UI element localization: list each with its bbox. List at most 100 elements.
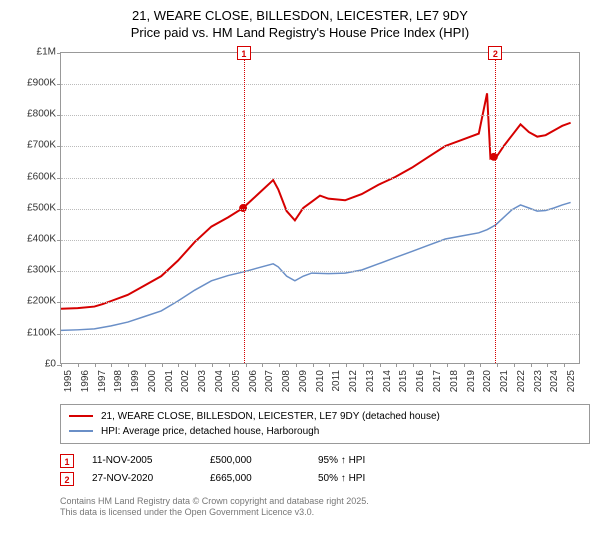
line-series-svg (61, 53, 579, 363)
gridline (61, 115, 579, 116)
gridline (61, 271, 579, 272)
x-axis-label: 2005 (231, 370, 242, 392)
x-axis-label: 2024 (549, 370, 560, 392)
y-axis-label: £700K (10, 140, 56, 151)
x-axis-label: 2025 (566, 370, 577, 392)
legend-item: 21, WEARE CLOSE, BILLESDON, LEICESTER, L… (69, 409, 581, 424)
x-tick (346, 363, 347, 367)
x-tick (78, 363, 79, 367)
x-tick (380, 363, 381, 367)
y-tick (57, 209, 61, 210)
x-tick (497, 363, 498, 367)
x-axis-label: 2019 (466, 370, 477, 392)
transaction-pct: 95% ↑ HPI (318, 455, 408, 466)
sale-marker-dot (490, 153, 498, 161)
x-tick (447, 363, 448, 367)
x-tick (61, 363, 62, 367)
y-tick (57, 53, 61, 54)
transaction-table: 111-NOV-2005£500,00095% ↑ HPI227-NOV-202… (60, 452, 590, 488)
title-line-1: 21, WEARE CLOSE, BILLESDON, LEICESTER, L… (132, 8, 468, 23)
transaction-marker: 2 (60, 472, 74, 486)
y-axis-label: £400K (10, 233, 56, 244)
plot-area: 12 (60, 52, 580, 364)
x-axis-label: 2008 (281, 370, 292, 392)
x-tick (162, 363, 163, 367)
x-tick (464, 363, 465, 367)
x-axis-label: 2001 (164, 370, 175, 392)
x-tick (480, 363, 481, 367)
x-axis-label: 1999 (130, 370, 141, 392)
transaction-price: £500,000 (210, 455, 300, 466)
y-tick (57, 334, 61, 335)
x-axis-label: 2015 (398, 370, 409, 392)
gridline (61, 302, 579, 303)
x-axis-label: 2016 (415, 370, 426, 392)
title-line-2: Price paid vs. HM Land Registry's House … (131, 25, 469, 40)
x-tick (128, 363, 129, 367)
series-line (61, 202, 571, 330)
x-tick (229, 363, 230, 367)
legend-item: HPI: Average price, detached house, Harb… (69, 424, 581, 439)
x-tick (413, 363, 414, 367)
y-tick (57, 84, 61, 85)
x-tick (212, 363, 213, 367)
x-tick (547, 363, 548, 367)
x-tick (564, 363, 565, 367)
chart-title: 21, WEARE CLOSE, BILLESDON, LEICESTER, L… (10, 8, 590, 42)
transaction-pct: 50% ↑ HPI (318, 473, 408, 484)
x-tick (329, 363, 330, 367)
legend-label: 21, WEARE CLOSE, BILLESDON, LEICESTER, L… (101, 411, 440, 422)
gridline (61, 178, 579, 179)
x-axis-label: 2013 (365, 370, 376, 392)
x-axis-label: 2023 (533, 370, 544, 392)
x-axis-label: 2007 (264, 370, 275, 392)
x-axis-label: 2014 (382, 370, 393, 392)
x-axis-label: 2002 (180, 370, 191, 392)
y-axis-label: £800K (10, 109, 56, 120)
y-axis-label: £1M (10, 46, 56, 57)
x-axis-label: 1998 (113, 370, 124, 392)
x-tick (262, 363, 263, 367)
x-axis-label: 2010 (315, 370, 326, 392)
x-axis-label: 2020 (482, 370, 493, 392)
x-tick (296, 363, 297, 367)
legend-swatch (69, 415, 93, 417)
series-line (61, 93, 571, 308)
sale-marker-box: 1 (237, 46, 251, 60)
y-tick (57, 240, 61, 241)
transaction-row: 111-NOV-2005£500,00095% ↑ HPI (60, 452, 590, 470)
x-tick (178, 363, 179, 367)
x-axis-label: 2012 (348, 370, 359, 392)
x-axis-label: 1995 (63, 370, 74, 392)
y-axis-label: £200K (10, 296, 56, 307)
x-axis-label: 2018 (449, 370, 460, 392)
attribution-line-2: This data is licensed under the Open Gov… (60, 507, 590, 519)
x-tick (313, 363, 314, 367)
x-tick (195, 363, 196, 367)
transaction-marker: 1 (60, 454, 74, 468)
x-tick (430, 363, 431, 367)
y-axis-label: £300K (10, 265, 56, 276)
chart-wrap: £0£100K£200K£300K£400K£500K£600K£700K£80… (10, 48, 590, 400)
sale-marker-line (244, 53, 245, 363)
x-tick (145, 363, 146, 367)
y-axis-label: £900K (10, 77, 56, 88)
attribution-line-1: Contains HM Land Registry data © Crown c… (60, 496, 590, 508)
y-tick (57, 178, 61, 179)
y-axis-label: £100K (10, 327, 56, 338)
x-tick (363, 363, 364, 367)
transaction-row: 227-NOV-2020£665,00050% ↑ HPI (60, 470, 590, 488)
gridline (61, 240, 579, 241)
x-tick (514, 363, 515, 367)
x-axis-label: 2021 (499, 370, 510, 392)
transaction-date: 27-NOV-2020 (92, 473, 192, 484)
y-axis-label: £500K (10, 202, 56, 213)
x-tick (95, 363, 96, 367)
x-axis-label: 2017 (432, 370, 443, 392)
x-axis-label: 2009 (298, 370, 309, 392)
x-axis-label: 2000 (147, 370, 158, 392)
gridline (61, 84, 579, 85)
y-tick (57, 115, 61, 116)
gridline (61, 146, 579, 147)
x-tick (111, 363, 112, 367)
